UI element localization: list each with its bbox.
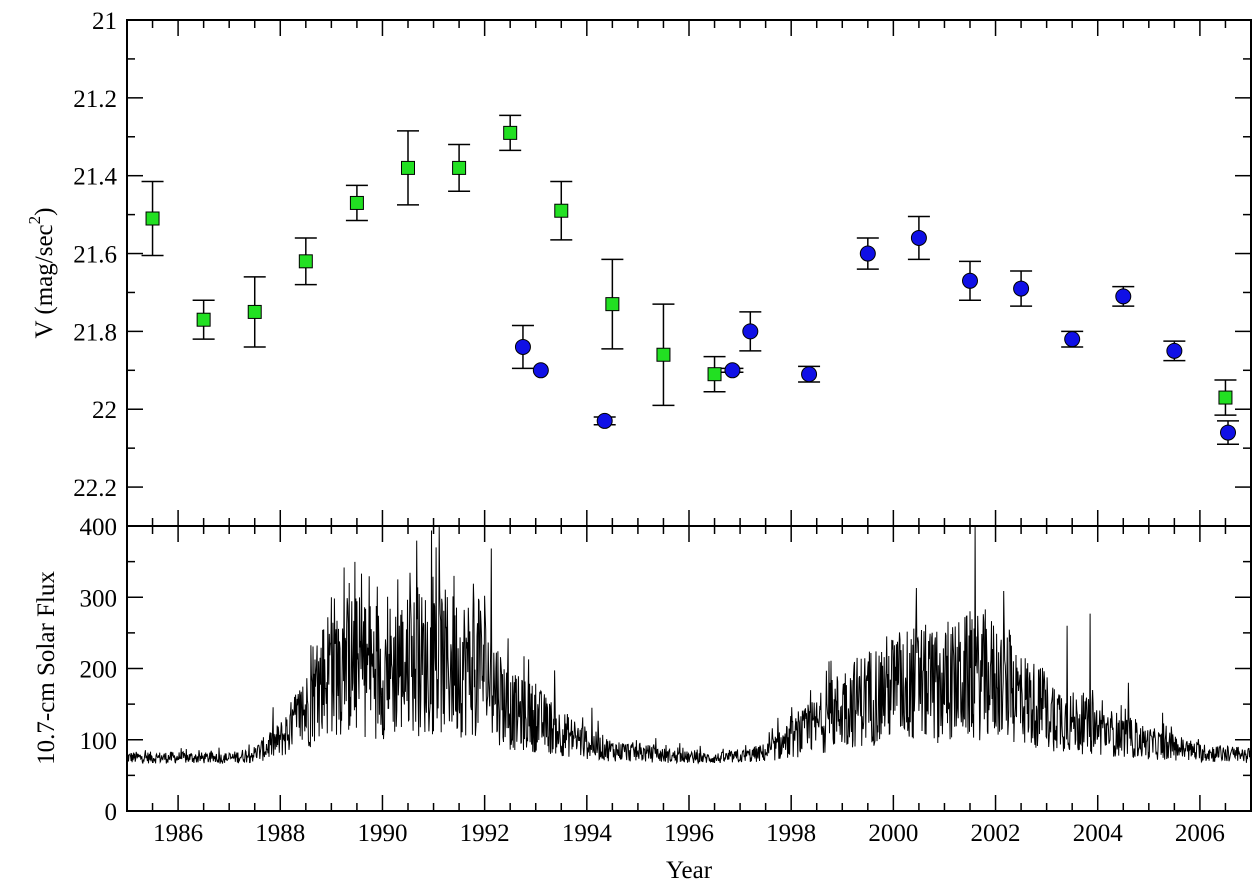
solar-flux-series-line xyxy=(126,525,1252,765)
data-point-circle xyxy=(1013,280,1030,297)
data-point-circle xyxy=(1166,342,1183,359)
data-point-circle xyxy=(1115,288,1132,305)
data-point-circle xyxy=(596,412,613,429)
data-point-circle xyxy=(962,272,978,289)
top-y-axis-title-close: ) xyxy=(31,208,58,216)
top-y-tick-label: 22.2 xyxy=(73,475,117,502)
top-panel: 21 21.2 21.4 21.6 21.8 22 22.2 V (mag/sec2) xyxy=(25,8,1252,527)
top-y-axis-title-sup: 2 xyxy=(25,216,44,225)
x-tick-label: 2004 xyxy=(1073,820,1124,847)
data-point-circle xyxy=(724,362,741,379)
data-point-square xyxy=(401,160,415,175)
bottom-y-tick-label: 200 xyxy=(80,657,118,684)
x-tick-label: 1996 xyxy=(664,820,714,847)
top-y-tick-label: 21.2 xyxy=(73,86,117,113)
data-point-square xyxy=(1218,390,1233,405)
data-point-circle xyxy=(742,323,759,340)
data-point-square xyxy=(145,211,160,226)
x-tick-label: 2000 xyxy=(868,820,918,847)
data-point-circle xyxy=(532,362,549,379)
bottom-plot-frame xyxy=(126,525,1252,812)
x-tick-label: 1992 xyxy=(460,820,510,847)
top-y-tick-label: 22 xyxy=(92,397,117,424)
data-point-square xyxy=(452,160,467,175)
x-tick-label: 1994 xyxy=(562,820,613,847)
data-point-circle xyxy=(801,366,818,383)
top-y-tick-label: 21 xyxy=(92,8,117,35)
data-point-square xyxy=(707,367,722,382)
top-errorbars xyxy=(141,114,1240,446)
bottom-x-ticks: 1986 1988 1990 1992 1994 1996 1998 2000 2002 2004… xyxy=(151,526,1227,847)
top-y-ticks: 21 21.2 21.4 21.6 21.8 22 22.2 xyxy=(73,8,1251,527)
x-tick-label: 1990 xyxy=(357,820,407,847)
data-point-circle xyxy=(859,245,876,262)
data-point-circle xyxy=(1220,424,1237,441)
bottom-y-tick-label: 100 xyxy=(80,728,118,755)
data-point-square xyxy=(247,304,262,319)
bottom-y-tick-label: 400 xyxy=(80,514,118,541)
bottom-y-tick-label: 0 xyxy=(105,799,118,826)
data-point-circle xyxy=(910,229,927,246)
top-y-tick-label: 21.8 xyxy=(73,319,117,346)
x-axis-title: Year xyxy=(666,857,713,884)
bottom-y-ticks: 0 100 200 300 400 xyxy=(80,514,1251,826)
data-point-square xyxy=(298,254,313,269)
data-point-circle xyxy=(514,338,531,355)
data-point-circle xyxy=(1064,331,1081,348)
bottom-y-tick-label: 300 xyxy=(80,585,118,612)
top-plot-frame xyxy=(126,19,1252,527)
data-point-square xyxy=(656,347,671,362)
top-y-tick-label: 21.4 xyxy=(73,164,117,191)
x-tick-label: 1998 xyxy=(766,820,816,847)
x-tick-label: 1988 xyxy=(255,820,305,847)
data-point-square xyxy=(605,297,620,312)
bottom-y-axis-title: 10.7-cm Solar Flux xyxy=(33,571,60,765)
data-point-square xyxy=(349,195,364,210)
data-point-square xyxy=(554,203,569,218)
top-markers xyxy=(145,125,1237,441)
top-y-tick-label: 21.6 xyxy=(73,242,117,269)
top-y-axis-title: V (mag/sec2) xyxy=(25,208,58,339)
top-y-axis-title-main: V (mag/sec xyxy=(31,224,58,338)
x-tick-label: 1986 xyxy=(153,820,203,847)
x-tick-label: 2002 xyxy=(971,820,1021,847)
data-point-square xyxy=(196,312,211,327)
x-tick-label: 2006 xyxy=(1175,820,1225,847)
data-point-square xyxy=(503,125,518,140)
